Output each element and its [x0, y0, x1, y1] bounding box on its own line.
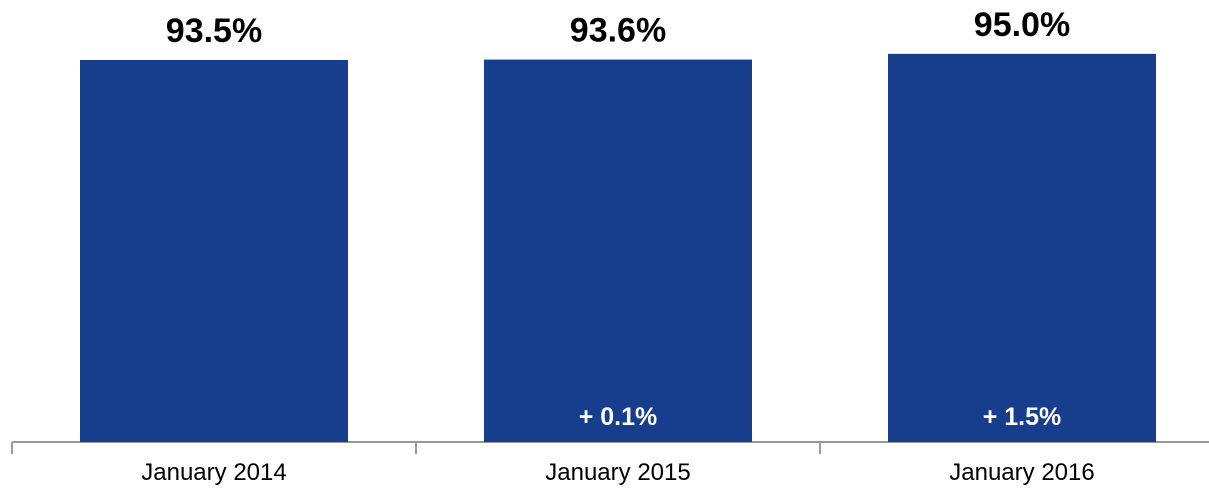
bar-change-label: + 0.1%	[579, 403, 658, 431]
x-tick-label: January 2015	[545, 459, 690, 486]
bar	[484, 59, 752, 443]
x-tick-label: January 2016	[949, 459, 1094, 486]
bar-value-label: 95.0%	[974, 6, 1070, 44]
bar-value-label: 93.6%	[570, 12, 666, 50]
bar-value-label: 93.5%	[166, 12, 262, 50]
bar	[888, 53, 1156, 443]
bar-change-label: + 1.5%	[983, 403, 1062, 431]
x-tick-label: January 2014	[141, 459, 286, 486]
bar	[80, 60, 348, 442]
